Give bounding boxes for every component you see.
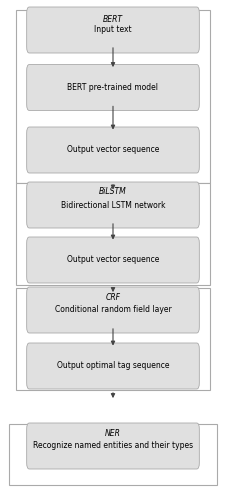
Bar: [9, 424, 216, 485]
Text: Recognize named entities and their types: Recognize named entities and their types: [33, 442, 192, 450]
Bar: [16, 10, 209, 182]
FancyBboxPatch shape: [27, 127, 198, 173]
Text: BiLSTM: BiLSTM: [99, 188, 126, 196]
FancyBboxPatch shape: [27, 64, 198, 110]
Text: Input text: Input text: [94, 26, 131, 35]
FancyBboxPatch shape: [27, 237, 198, 283]
FancyBboxPatch shape: [27, 182, 198, 228]
Text: CRF: CRF: [105, 292, 120, 302]
Bar: [16, 182, 209, 285]
Text: Output optimal tag sequence: Output optimal tag sequence: [56, 362, 169, 370]
FancyBboxPatch shape: [27, 343, 198, 389]
Text: Output vector sequence: Output vector sequence: [67, 256, 158, 264]
Bar: [16, 288, 209, 390]
Text: Output vector sequence: Output vector sequence: [67, 146, 158, 154]
Text: BERT pre-trained model: BERT pre-trained model: [67, 83, 158, 92]
FancyBboxPatch shape: [27, 423, 198, 469]
Text: NER: NER: [105, 429, 120, 438]
FancyBboxPatch shape: [27, 7, 198, 53]
FancyBboxPatch shape: [27, 287, 198, 333]
Text: Bidirectional LSTM network: Bidirectional LSTM network: [61, 200, 164, 209]
Text: Conditional random field layer: Conditional random field layer: [54, 306, 171, 314]
Text: BERT: BERT: [103, 15, 122, 24]
